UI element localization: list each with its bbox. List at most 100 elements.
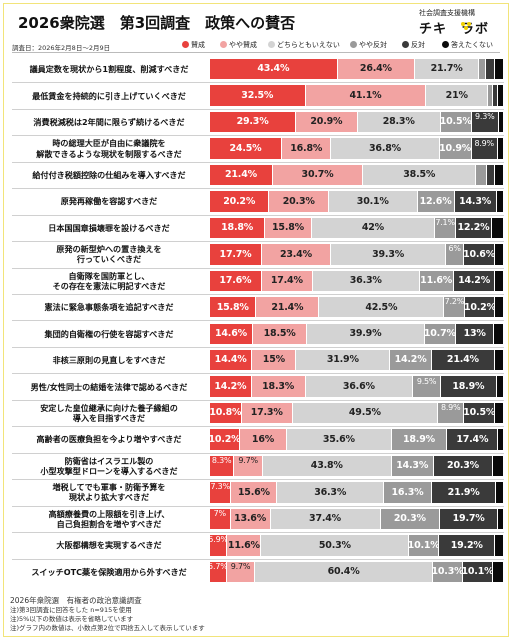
bar-row: 防衛省はイスラエル製の 小型攻撃型ドローンを導入するべきだ 8.3% 9.7% 43.… (10, 453, 504, 481)
bar-row: 非核三原則の見直しをすべきだ 14.4% 15% 31.9% 14.2% 21.4% (10, 347, 504, 375)
legend-swatch-icon (350, 41, 357, 48)
bar-segment: 18.9% (441, 376, 497, 397)
footer-note-rounding: 注)グラフ内の数値は、小数点第2位で四捨五入して表示しています (10, 624, 205, 632)
data-label: 24.5% (229, 142, 262, 154)
stacked-bar: 14.2% 18.3% 36.6% 9.5% 18.9% (210, 376, 504, 397)
data-label: 20.2% (223, 195, 256, 207)
data-label: 10.2% (463, 301, 496, 313)
stacked-bar: 7% 13.6% 37.4% 20.3% 19.7% (210, 508, 504, 530)
legend-item-2: どちらともいえない (268, 39, 340, 51)
bar-segment: 17.4% (447, 429, 499, 450)
bar-row: 自衛隊を国防軍とし、 その存在を憲法に明記すべきだ 17.6% 17.4% 36.3%… (10, 268, 504, 296)
bar-segment: 17.4% (261, 270, 313, 292)
data-label: 17.7% (219, 248, 252, 260)
legend-label: 反対 (411, 41, 425, 49)
bar-segment: 10.9% (439, 138, 472, 159)
bar-segment (498, 429, 504, 450)
data-label: 39.3% (372, 248, 405, 260)
bar-segment (497, 138, 504, 159)
stacked-bar: 5.7% 9.7% 60.4% 10.3% 10.1% (208, 561, 504, 582)
data-label: 32.5% (241, 89, 274, 101)
data-label: 43.4% (257, 63, 290, 75)
bar-row: 高額療養費の上限額を引き上げ、 自己負担割合を増やすべきだ 7% 13.6% 37.4… (10, 506, 504, 534)
bar-segment: 21.9% (431, 482, 497, 503)
bar-row: 集団的自衛権の行使を容認すべきだ 14.6% 18.5% 39.9% 10.7% 13% (10, 321, 504, 348)
data-label: 18.9% (452, 380, 485, 392)
bar-segment: 43.4% (210, 59, 338, 80)
category-label: 安定した皇位継承に向けた養子縁組の 導入を目指すべきだ (40, 402, 178, 424)
bar-segment: 13.6% (230, 508, 271, 530)
category-label: 原発の新型炉への置き換えを 行っていくべきだ (56, 244, 162, 265)
bar-segment: 10.2% (463, 297, 496, 318)
data-label: 16% (251, 433, 275, 445)
data-label: 7.3% (210, 482, 230, 492)
bar-segment (492, 561, 504, 582)
data-label: 14.2% (458, 275, 491, 287)
bar-segment: 19.7% (440, 508, 499, 530)
data-label: 5.9% (208, 535, 228, 545)
bar-row: 高齢者の医療負担を今より増やすべきだ 10.2% 16% 35.6% 18.9% 17.4… (10, 426, 504, 454)
bar-segment: 7% (210, 508, 231, 530)
data-label: 20.3% (282, 195, 315, 207)
bar-segment: 18.3% (251, 376, 306, 397)
category-label: 男性/女性同士の結婚を法律で認めるべきだ (30, 381, 188, 392)
row-divider (12, 294, 504, 296)
survey-date: 調査日：2026年2月8日〜2月9日 (12, 44, 111, 52)
bar-segment: 9.7% (226, 561, 256, 582)
category-label: 増税してでも軍事・防衛予算を 現状より拡大すべきだ (52, 482, 166, 503)
legend-item-5: 答えたくない (442, 39, 493, 51)
data-label: 36.8% (369, 142, 401, 154)
bar-segment (498, 508, 504, 530)
legend-label: やや反対 (359, 41, 387, 49)
bar-segment: 8.3% (210, 455, 235, 477)
data-label: 21.4% (446, 354, 479, 366)
bar-segment: 8.9% (438, 402, 465, 424)
category-label: 時の総理大臣が自由に衆議院を 解散できるような現状を制限するべきだ (36, 138, 182, 159)
row-divider (12, 188, 504, 190)
footer-note-threshold: 注)5%以下の数値は表示を省略しています (10, 615, 134, 623)
data-label: 10.6% (463, 248, 496, 260)
data-label: 14.2% (394, 354, 427, 366)
data-label: 17.6% (219, 275, 252, 287)
bar-segment (493, 455, 504, 477)
legend-item-4: 反対 (402, 39, 425, 51)
row-divider (12, 108, 504, 110)
bar-segment: 17.6% (210, 270, 262, 292)
data-label: 14.2% (214, 380, 247, 392)
row-divider (12, 479, 504, 481)
legend-swatch-icon (182, 41, 189, 48)
bar-segment: 10.1% (408, 535, 440, 556)
data-label: 37.4% (309, 513, 341, 525)
bar-segment: 10.2% (209, 429, 241, 450)
data-label: 16.8% (290, 142, 323, 154)
data-label: 42% (361, 222, 384, 234)
chart-title: 2026衆院選 第3回調査 政策への賛否 (18, 14, 296, 32)
data-label: 6% (448, 244, 462, 254)
data-label: 36.3% (314, 486, 347, 498)
data-label: 9.7% (238, 455, 258, 465)
bar-segment: 36.6% (305, 376, 414, 397)
data-label: 13.6% (234, 513, 267, 525)
row-divider (12, 161, 504, 163)
data-label: 23.4% (279, 248, 312, 260)
bar-segment: 6% (446, 244, 464, 265)
data-label: 39.9% (349, 327, 382, 339)
row-divider (12, 135, 504, 137)
bar-segment: 19.2% (439, 535, 496, 556)
bar-segment (496, 191, 504, 212)
bar-segment: 9.3% (471, 111, 499, 133)
bar-segment (479, 59, 487, 80)
bar-segment: 21.4% (431, 349, 495, 371)
category-label: 最低賃金を持続的に引き上げていくべきだ (32, 90, 186, 101)
bar-row: 原発再稼働を容認すべきだ 20.2% 20.3% 30.1% 12.6% 14.3% (10, 188, 504, 216)
bar-segment: 14.4% (210, 349, 253, 371)
bar-segment: 60.4% (255, 561, 433, 582)
data-label: 12.6% (419, 195, 452, 207)
data-label: 14.4% (214, 354, 247, 366)
stacked-bar: 18.8% 15.8% 42% 7.1% 12.2% (210, 217, 504, 239)
data-label: 10.8% (209, 407, 242, 419)
data-label: 26.4% (359, 63, 392, 75)
bar-segment: 10.5% (440, 111, 472, 133)
bar-row: 給付付き税額控除の仕組みを導入すべきだ 21.4% 30.7% 38.5% (10, 162, 504, 190)
stacked-bar: 24.5% 16.8% 36.8% 10.9% 8.9% (210, 138, 504, 159)
